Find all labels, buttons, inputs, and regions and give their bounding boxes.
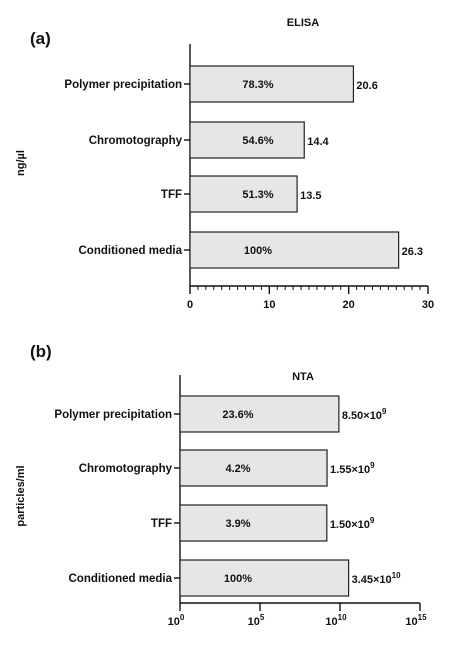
panel-b-percent-label: 3.9% xyxy=(225,518,250,530)
panel-b-plot: 100 105 1010 1015 Polymer precipitation 23.6%… xyxy=(54,375,427,628)
panel-a-category-label: Chromotography xyxy=(89,135,183,147)
panel-b-tick-label: 1015 xyxy=(405,613,427,628)
panel-a-plot: 0 10 20 30 Polymer precipitation 78.3% 20.6 Chr… xyxy=(64,44,434,311)
panel-a-bar xyxy=(189,121,305,159)
panel-b-value-label: 3.45×1010 xyxy=(352,571,402,586)
panel-b-category-label: Polymer precipitation xyxy=(54,409,172,421)
panel-b-value-label: 1.50×109 xyxy=(330,516,375,531)
panel-a: (a) ELISA ng/µl 0 10 20 30 Polymer precipita… xyxy=(15,17,434,311)
panel-b-value-label: 8.50×109 xyxy=(342,407,387,422)
panel-b-bar xyxy=(179,504,328,542)
panel-a-bar xyxy=(189,175,298,213)
panel-b-tick-label: 100 xyxy=(168,613,185,628)
panel-b-category-label: Chromotography xyxy=(79,463,173,475)
panel-b-title: NTA xyxy=(292,371,314,383)
panel-b-label: (b) xyxy=(30,342,52,361)
panel-b-percent-label: 23.6% xyxy=(222,409,253,421)
panel-a-tick-label: 0 xyxy=(187,299,193,311)
panel-b-value-label: 1.55×109 xyxy=(330,461,375,476)
panel-a-value-label: 13.5 xyxy=(300,190,321,202)
panel-a-tick-label: 10 xyxy=(263,299,275,311)
panel-a-bar xyxy=(189,65,355,103)
panel-b-percent-label: 100% xyxy=(224,573,252,585)
panel-a-category-label: Polymer precipitation xyxy=(64,79,182,91)
panel-b-bar xyxy=(179,559,350,597)
panel-b-tick-label: 105 xyxy=(248,613,265,628)
panel-a-tick-label: 20 xyxy=(343,299,355,311)
panel-a-value-label: 20.6 xyxy=(356,80,377,92)
panel-a-value-label: 26.3 xyxy=(402,246,423,258)
panel-a-percent-label: 51.3% xyxy=(242,189,273,201)
panel-a-title: ELISA xyxy=(287,17,319,29)
panel-a-category-label: Conditioned media xyxy=(79,245,183,257)
panel-a-tick-label: 30 xyxy=(422,299,434,311)
panel-a-label: (a) xyxy=(30,29,51,48)
panel-b-category-label: Conditioned media xyxy=(69,573,173,585)
panel-b-percent-label: 4.2% xyxy=(225,463,250,475)
panel-a-category-label: TFF xyxy=(161,189,182,201)
panel-b-tick-label: 1010 xyxy=(325,613,347,628)
panel-a-value-label: 14.4 xyxy=(307,136,329,148)
panel-b-bar xyxy=(179,449,328,487)
panel-a-ylabel: ng/µl xyxy=(15,150,27,176)
panel-a-bar xyxy=(189,231,400,269)
panel-a-percent-label: 78.3% xyxy=(242,79,273,91)
panel-b-ylabel: particles/ml xyxy=(15,465,27,526)
panel-a-percent-label: 100% xyxy=(244,245,272,257)
panel-b-bar xyxy=(179,395,340,433)
panel-a-percent-label: 54.6% xyxy=(242,135,273,147)
panel-b-category-label: TFF xyxy=(151,518,172,530)
panel-b: (b) NTA particles/ml 100 105 1010 1015 Polym… xyxy=(15,342,427,628)
